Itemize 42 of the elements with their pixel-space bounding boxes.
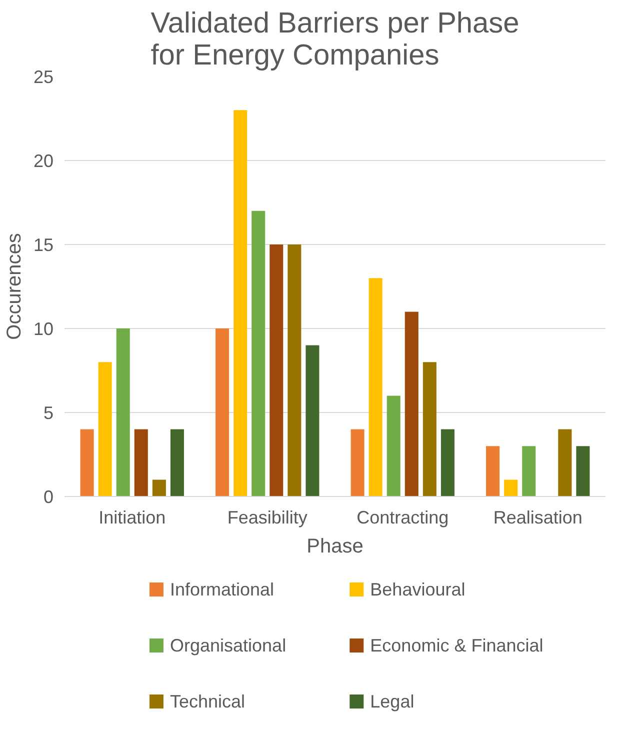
bar <box>116 328 130 496</box>
bar <box>252 210 266 496</box>
bar <box>504 480 518 496</box>
y-tick-label: 10 <box>33 319 54 339</box>
bar <box>170 429 184 496</box>
legend-label: Behavioural <box>370 580 466 600</box>
bar <box>422 362 436 496</box>
bar <box>98 362 112 496</box>
legend-label: Legal <box>370 692 414 712</box>
bar <box>386 396 400 496</box>
y-tick-label: 0 <box>43 487 54 507</box>
bar <box>80 429 94 496</box>
bar <box>270 244 284 496</box>
bar <box>368 278 382 496</box>
bar <box>404 312 418 496</box>
bar <box>558 429 572 496</box>
bar <box>152 480 166 496</box>
y-tick-label: 5 <box>43 403 54 423</box>
y-tick-label: 25 <box>33 67 54 87</box>
x-tick-label: Contracting <box>356 508 449 528</box>
x-tick-label: Realisation <box>493 508 582 528</box>
y-tick-label: 20 <box>33 151 54 171</box>
legend-label: Technical <box>170 692 246 712</box>
x-axis-title: Phase <box>306 536 364 558</box>
bar <box>576 446 590 496</box>
chart-title: Validated Barriers per Phase for Energy Companies <box>150 8 520 72</box>
bar <box>306 345 320 496</box>
bar <box>234 110 248 496</box>
x-tick-label: Initiation <box>98 508 166 528</box>
bar <box>522 446 536 496</box>
bar <box>486 446 500 496</box>
legend-label: Organisational <box>170 636 286 656</box>
y-axis-title: Occurences <box>3 233 26 340</box>
x-tick-label: Feasibility <box>227 508 308 528</box>
bar <box>288 244 302 496</box>
legend-label: Informational <box>170 580 274 600</box>
bar <box>216 328 230 496</box>
y-tick-label: 15 <box>33 235 54 255</box>
bar <box>350 429 364 496</box>
bar <box>440 429 454 496</box>
bar <box>134 429 148 496</box>
legend-label: Economic & Financial <box>370 636 544 656</box>
